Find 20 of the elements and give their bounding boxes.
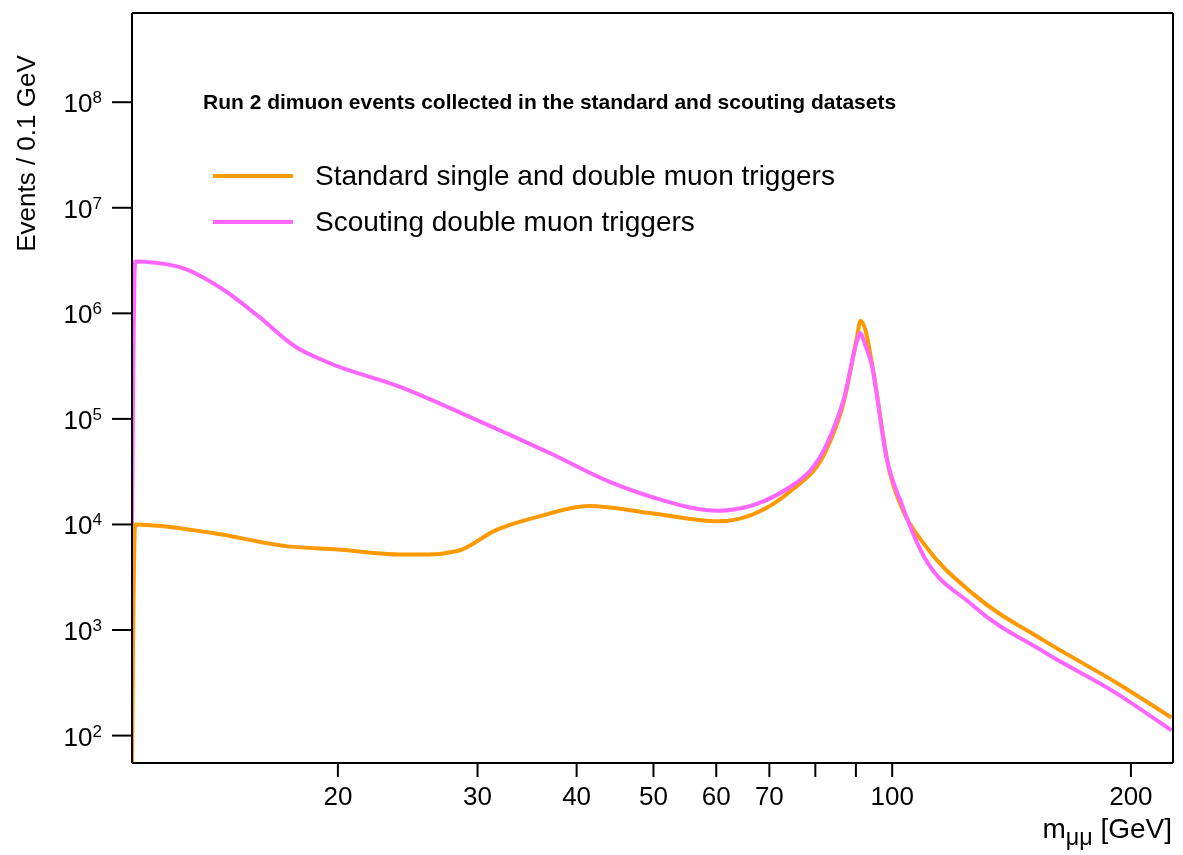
legend-label: Scouting double muon triggers [315,205,695,239]
x-tick-label: 70 [754,781,784,811]
x-tick-label: 60 [701,781,731,811]
x-tick-label: 50 [639,781,668,811]
x-tick-label: 200 [1109,781,1153,811]
x-tick-label: 20 [323,781,353,811]
x-tick-label: 100 [870,781,914,811]
y-tick-label: 10$^{8}$ [63,87,102,119]
legend-label: Standard single and double muon triggers [315,159,835,193]
x-tick-label: 40 [562,781,592,811]
y-tick-label: 10$^{5}$ [63,404,102,435]
y-tick-label: 10$^{4}$ [63,509,102,541]
y-tick-label: 10$^{7}$ [63,193,102,224]
x-tick-label: 30 [463,781,492,811]
x-axis-title: m$_{μμ}$ [GeV] [1042,813,1172,850]
y-tick-label: 10$^{6}$ [63,298,102,330]
y-axis-title: Events / 0.1 GeV [10,54,41,252]
y-tick-label: 10$^{2}$ [63,721,102,752]
annotation: Run 2 dimuon events collected in the standard and scouting datasets [203,90,897,113]
y-tick-label: 10$^{3}$ [63,615,102,647]
